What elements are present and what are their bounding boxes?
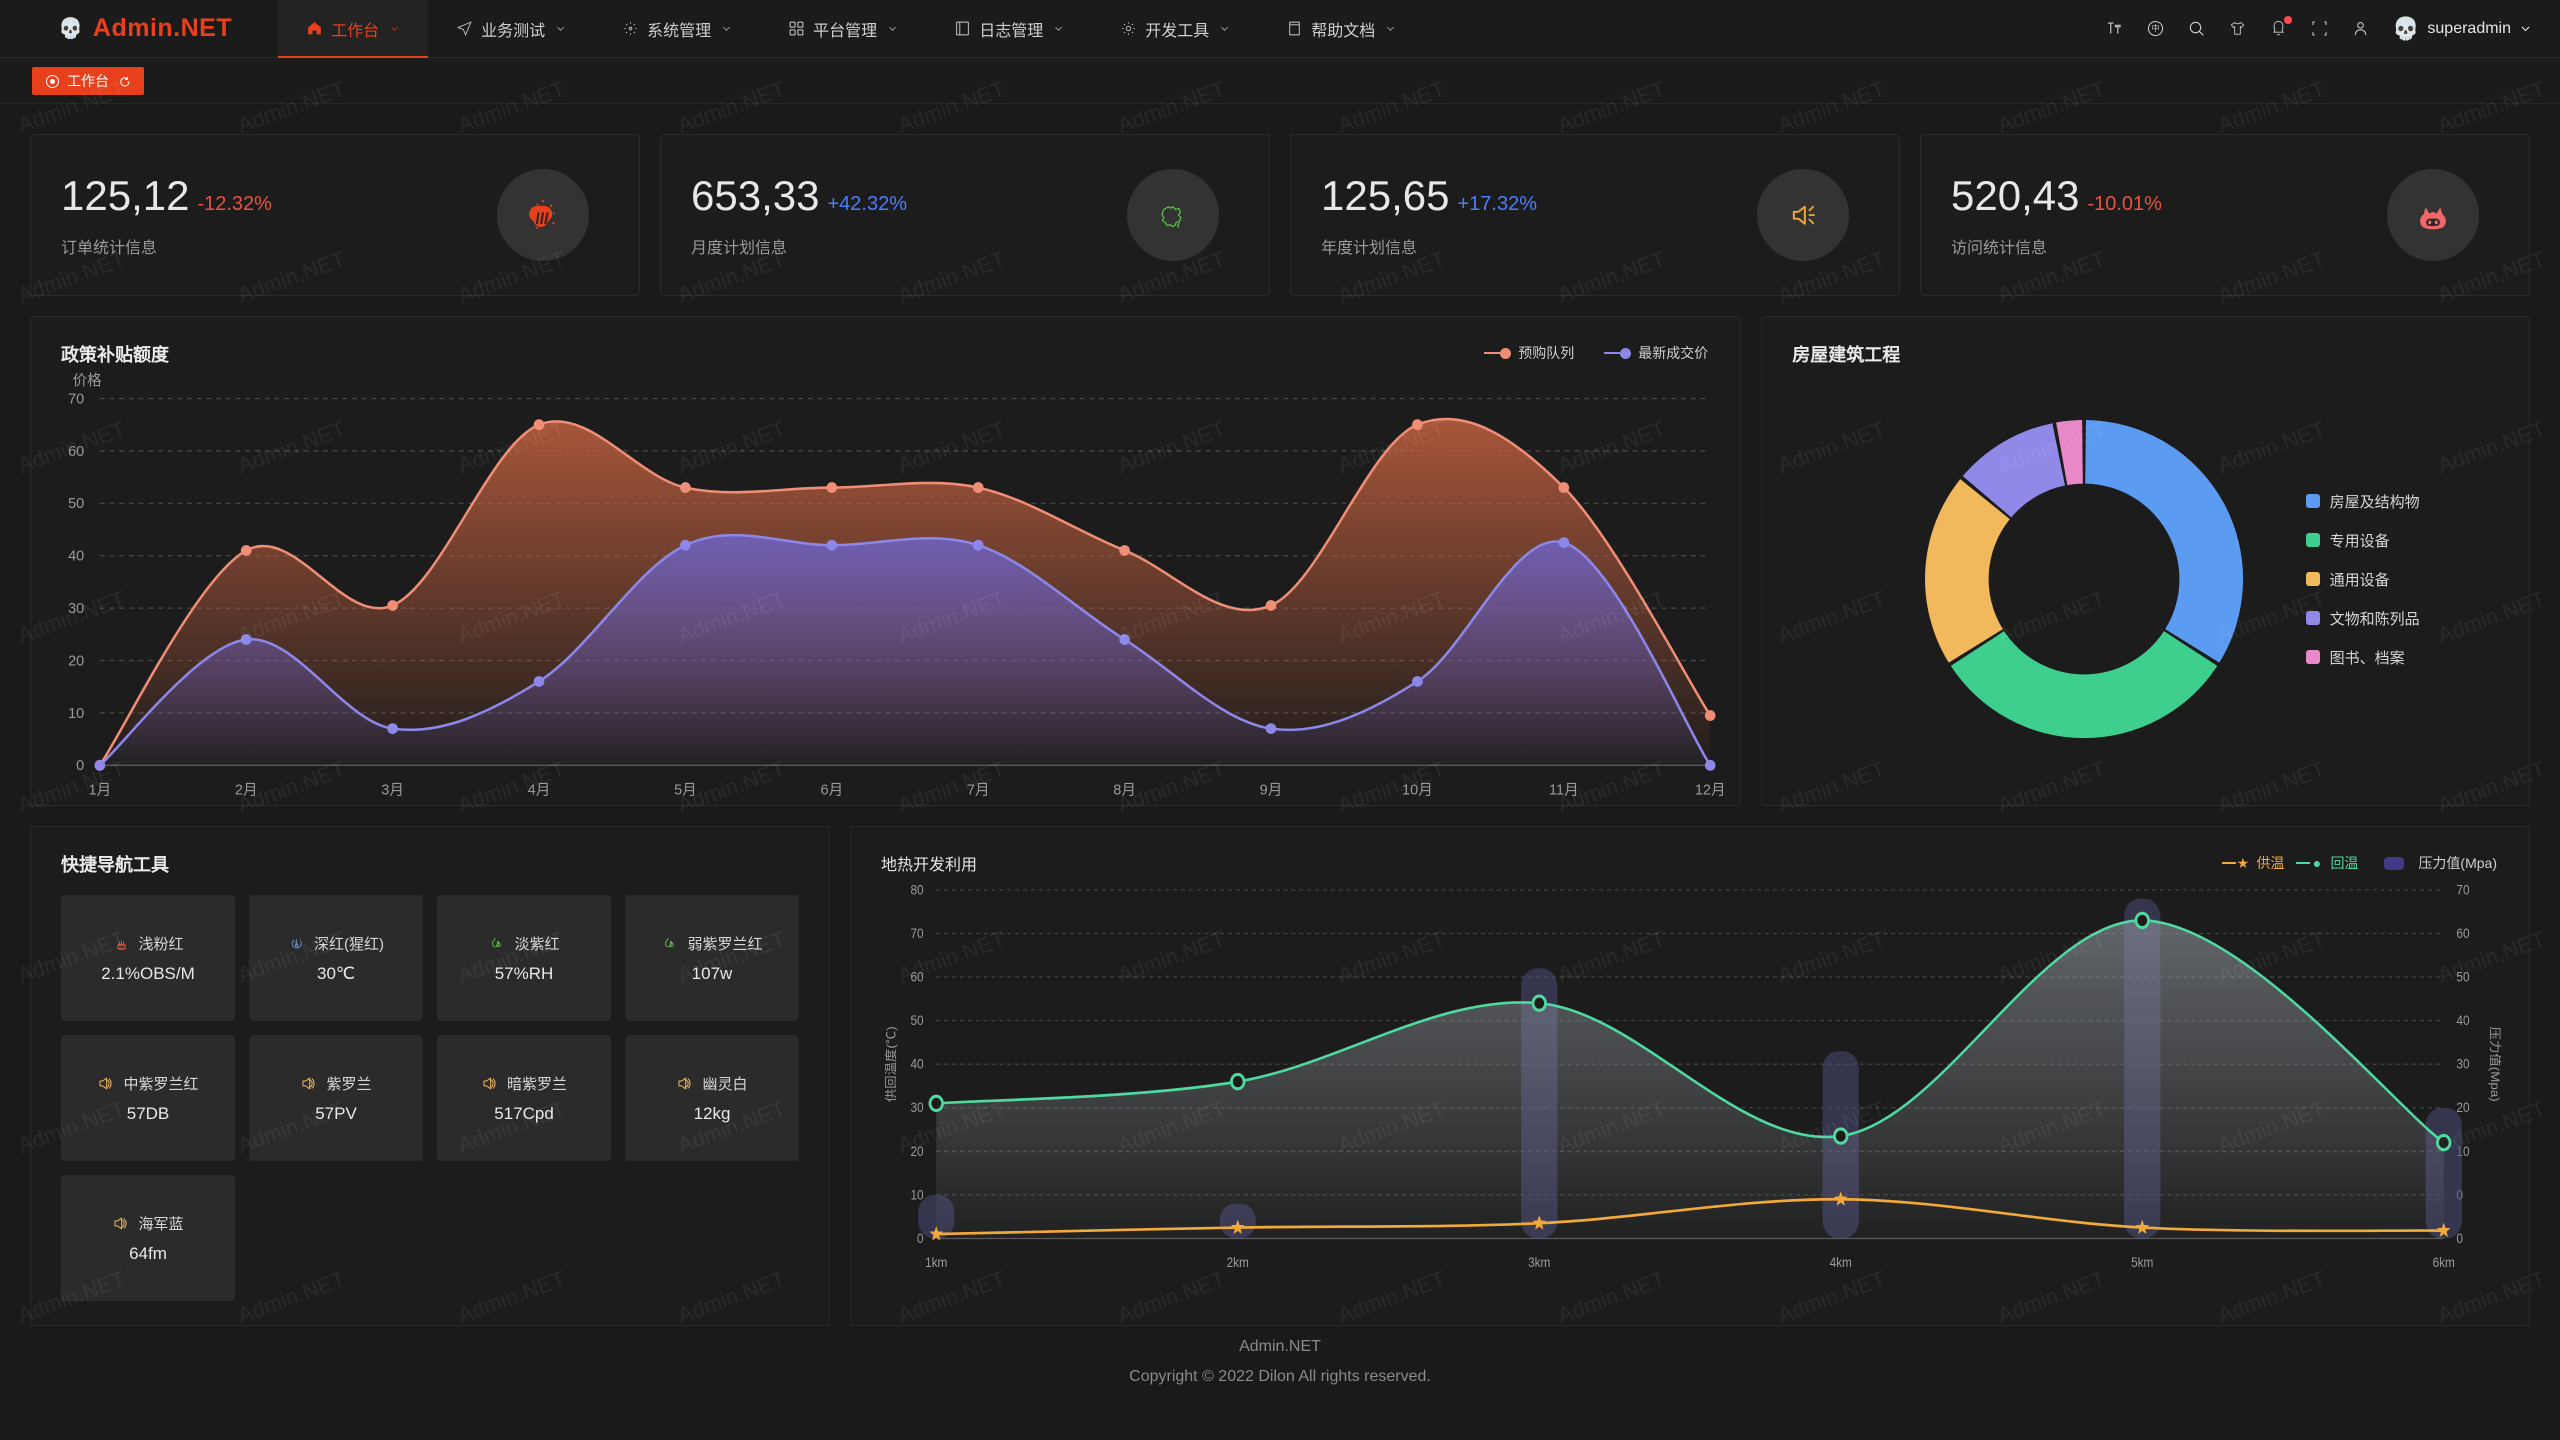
svg-text:7月: 7月	[967, 783, 990, 799]
svg-text:5km: 5km	[2131, 1255, 2153, 1270]
svg-text:80: 80	[910, 883, 923, 898]
svg-text:2km: 2km	[1227, 1255, 1249, 1270]
svg-text:10: 10	[68, 706, 84, 722]
svg-text:60: 60	[910, 970, 923, 985]
svg-text:60: 60	[68, 444, 84, 460]
svg-text:70: 70	[68, 391, 84, 407]
svg-text:10: 10	[910, 1188, 923, 1203]
svg-text:30: 30	[68, 601, 84, 617]
svg-text:70: 70	[910, 926, 923, 941]
svg-text:11月: 11月	[1549, 783, 1579, 799]
svg-text:20: 20	[68, 653, 84, 669]
svg-text:0: 0	[76, 758, 84, 774]
svg-text:3月: 3月	[381, 783, 404, 799]
svg-text:20: 20	[2456, 1101, 2469, 1116]
svg-text:10月: 10月	[1402, 783, 1433, 799]
svg-text:20: 20	[910, 1144, 923, 1159]
svg-text:50: 50	[910, 1013, 923, 1028]
svg-text:价格: 价格	[73, 372, 102, 389]
svg-text:30: 30	[2456, 1057, 2469, 1072]
svg-text:40: 40	[910, 1057, 923, 1072]
svg-text:8月: 8月	[1113, 783, 1136, 799]
svg-text:30: 30	[910, 1101, 923, 1116]
svg-text:4月: 4月	[528, 783, 551, 799]
svg-text:6月: 6月	[820, 783, 843, 799]
svg-text:5月: 5月	[674, 783, 697, 799]
svg-text:1月: 1月	[88, 783, 111, 799]
svg-text:1km: 1km	[925, 1255, 947, 1270]
svg-text:40: 40	[68, 549, 84, 565]
svg-text:60: 60	[2456, 926, 2469, 941]
svg-text:压力值(Mpa): 压力值(Mpa)	[2488, 1027, 2502, 1102]
svg-text:0: 0	[917, 1231, 924, 1246]
svg-text:供回温度(℃): 供回温度(℃)	[884, 1026, 898, 1102]
svg-text:9月: 9月	[1260, 783, 1283, 799]
svg-text:0: 0	[2456, 1231, 2463, 1246]
svg-text:2月: 2月	[235, 783, 258, 799]
svg-text:中: 中	[2152, 23, 2160, 33]
svg-text:50: 50	[2456, 970, 2469, 985]
svg-text:70: 70	[2456, 883, 2469, 898]
svg-text:12月: 12月	[1695, 783, 1726, 799]
svg-text:3km: 3km	[1528, 1255, 1550, 1270]
svg-text:4km: 4km	[1830, 1255, 1852, 1270]
svg-text:6km: 6km	[2433, 1255, 2455, 1270]
svg-text:50: 50	[68, 496, 84, 512]
svg-text:40: 40	[2456, 1013, 2469, 1028]
